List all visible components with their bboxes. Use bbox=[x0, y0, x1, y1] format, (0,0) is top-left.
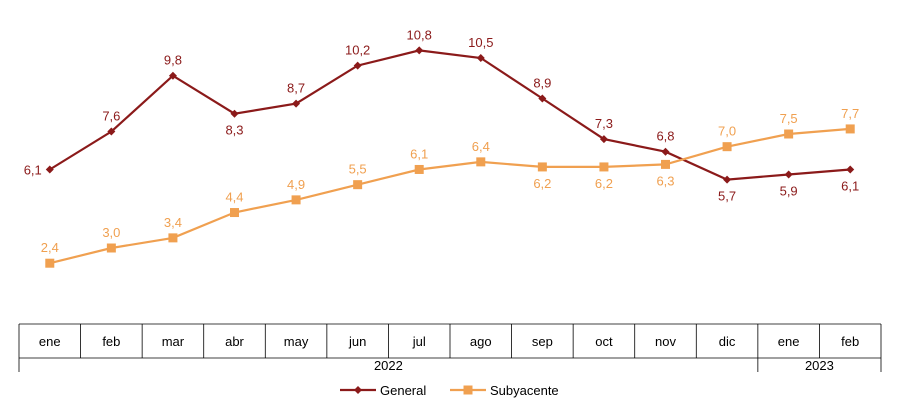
data-label-general-1: 7,6 bbox=[102, 108, 120, 123]
point-subyacente-7 bbox=[476, 157, 486, 167]
point-general-6 bbox=[415, 46, 424, 55]
tick-label-10: nov bbox=[655, 334, 676, 349]
legend-marker-general bbox=[354, 386, 362, 394]
tick-label-11: dic bbox=[719, 334, 736, 349]
point-subyacente-13 bbox=[845, 124, 855, 134]
point-general-9 bbox=[599, 135, 608, 144]
data-label-subyacente-0: 2,4 bbox=[41, 240, 59, 255]
data-label-subyacente-4: 4,9 bbox=[287, 177, 305, 192]
tick-label-6: jul bbox=[412, 334, 426, 349]
legend: General Subyacente bbox=[340, 383, 559, 398]
point-subyacente-6 bbox=[414, 164, 424, 174]
tick-label-12: ene bbox=[778, 334, 800, 349]
data-label-general-11: 5,7 bbox=[718, 189, 736, 204]
category-axis-table: ene feb mar abr may jun jul ago sep oct nov dic ene f… bbox=[18, 323, 882, 373]
data-label-subyacente-12: 7,5 bbox=[780, 111, 798, 126]
data-label-general-0: 6,1 bbox=[24, 162, 42, 177]
year-label-2023: 2023 bbox=[805, 358, 834, 373]
data-label-subyacente-6: 6,1 bbox=[410, 146, 428, 161]
series-layer: 6,1 7,6 9,8 8,3 8,7 10,2 10,8 10,5 8,9 7,3 6,8 5,7 5… bbox=[24, 27, 859, 268]
point-subyacente-0 bbox=[45, 258, 55, 268]
data-label-general-7: 10,5 bbox=[468, 35, 493, 50]
series-line-subyacente bbox=[49, 127, 851, 265]
data-label-subyacente-7: 6,4 bbox=[472, 139, 490, 154]
data-label-subyacente-11: 7,0 bbox=[718, 124, 736, 139]
point-general-1 bbox=[107, 127, 116, 136]
point-subyacente-12 bbox=[784, 129, 794, 139]
point-subyacente-3 bbox=[230, 208, 239, 218]
data-label-subyacente-8: 6,2 bbox=[533, 176, 551, 191]
point-subyacente-10 bbox=[661, 159, 670, 169]
data-label-general-3: 8,3 bbox=[225, 123, 243, 138]
tick-label-2: mar bbox=[162, 334, 185, 349]
data-label-general-6: 10,8 bbox=[407, 27, 432, 42]
data-label-subyacente-9: 6,2 bbox=[595, 176, 613, 191]
point-subyacente-9 bbox=[599, 162, 609, 172]
tick-label-5: jun bbox=[348, 334, 366, 349]
point-general-8 bbox=[538, 94, 547, 103]
point-subyacente-1 bbox=[106, 243, 116, 253]
tick-label-0: ene bbox=[39, 334, 61, 349]
data-label-general-2: 9,8 bbox=[164, 53, 182, 68]
data-label-subyacente-3: 4,4 bbox=[225, 190, 243, 205]
tick-label-13: feb bbox=[841, 334, 859, 349]
point-general-10 bbox=[661, 147, 670, 156]
year-label-2022: 2022 bbox=[374, 358, 403, 373]
tick-label-4: may bbox=[284, 334, 309, 349]
point-general-13 bbox=[846, 165, 855, 174]
data-label-subyacente-10: 6,3 bbox=[656, 173, 674, 188]
data-label-general-9: 7,3 bbox=[595, 116, 613, 131]
tick-label-9: oct bbox=[595, 334, 613, 349]
legend-label-general: General bbox=[380, 383, 426, 398]
data-label-subyacente-13: 7,7 bbox=[841, 106, 859, 121]
series-line-general bbox=[49, 49, 851, 181]
point-general-2 bbox=[168, 71, 177, 80]
data-label-general-13: 6,1 bbox=[841, 178, 859, 193]
point-subyacente-8 bbox=[537, 162, 547, 172]
tick-label-3: abr bbox=[225, 334, 244, 349]
tick-label-1: feb bbox=[102, 334, 120, 349]
point-general-3 bbox=[230, 109, 239, 118]
point-subyacente-11 bbox=[722, 142, 732, 152]
data-label-subyacente-1: 3,0 bbox=[102, 225, 120, 240]
point-general-12 bbox=[784, 170, 793, 179]
data-label-general-8: 8,9 bbox=[533, 76, 551, 91]
point-general-11 bbox=[723, 175, 732, 184]
data-label-subyacente-5: 5,5 bbox=[349, 162, 367, 177]
data-label-subyacente-2: 3,4 bbox=[164, 215, 182, 230]
point-general-4 bbox=[292, 99, 301, 108]
point-general-5 bbox=[353, 61, 362, 70]
legend-label-subyacente: Subyacente bbox=[490, 383, 559, 398]
tick-label-8: sep bbox=[532, 334, 553, 349]
point-subyacente-2 bbox=[168, 233, 178, 243]
data-label-general-5: 10,2 bbox=[345, 43, 370, 58]
point-subyacente-5 bbox=[353, 180, 363, 190]
data-label-general-12: 5,9 bbox=[780, 184, 798, 199]
point-general-0 bbox=[45, 165, 54, 174]
tick-label-7: ago bbox=[470, 334, 492, 349]
data-label-general-4: 8,7 bbox=[287, 81, 305, 96]
legend-marker-subyacente bbox=[463, 385, 473, 395]
data-label-general-10: 6,8 bbox=[656, 129, 674, 144]
point-general-7 bbox=[476, 54, 485, 62]
point-subyacente-4 bbox=[291, 195, 301, 205]
